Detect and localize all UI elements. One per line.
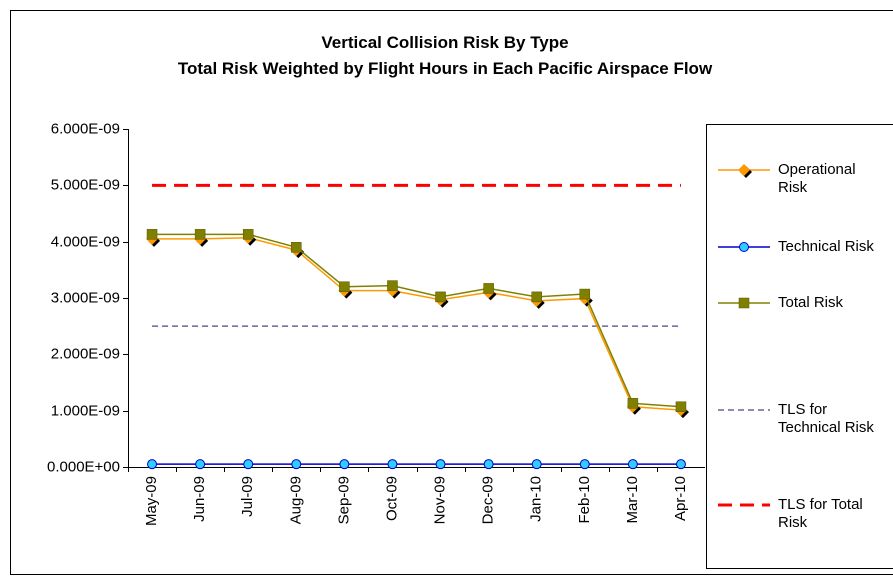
x-tick-label: Jan-10 — [528, 476, 545, 522]
marker — [435, 291, 446, 303]
legend-marker — [738, 164, 750, 176]
legend-label: Total Risk — [778, 294, 844, 311]
marker — [627, 398, 639, 409]
x-tick-label: Dec-09 — [480, 476, 497, 524]
marker — [627, 459, 638, 470]
legend-box — [706, 124, 893, 569]
marker — [579, 459, 590, 470]
marker — [242, 229, 254, 240]
x-tick-label: Mar-10 — [624, 476, 641, 524]
marker — [147, 459, 158, 470]
series-line — [152, 233, 682, 408]
y-tick-label: 1.000E-09 — [51, 402, 120, 419]
y-tick-label: 4.000E-09 — [51, 233, 120, 250]
marker — [195, 459, 206, 470]
y-tick-label: 6.000E-09 — [51, 120, 120, 137]
chart-subtitle: Total Risk Weighted by Flight Hours in E… — [177, 59, 713, 78]
marker — [531, 459, 542, 470]
y-tick-label: 0.000E+00 — [47, 458, 120, 475]
x-tick-label: Feb-10 — [576, 476, 593, 524]
marker — [291, 459, 302, 470]
marker — [387, 280, 398, 291]
marker — [291, 242, 302, 253]
legend-label: TLS for Technical Risk — [778, 401, 874, 436]
y-tick-label: 5.000E-09 — [51, 176, 120, 193]
marker — [483, 459, 494, 470]
marker — [243, 459, 254, 470]
marker — [339, 459, 350, 470]
x-tick-label: Apr-10 — [672, 476, 689, 521]
legend-marker — [739, 242, 749, 252]
legend-label: TLS for Total Risk — [778, 496, 863, 531]
marker — [483, 283, 494, 294]
x-tick-label: Jun-09 — [191, 476, 208, 522]
x-tick-label: Jul-09 — [239, 476, 256, 517]
y-tick-label: 2.000E-09 — [51, 345, 120, 362]
title-block: Vertical Collision Risk By Type Total Ri… — [120, 30, 770, 82]
marker — [387, 459, 398, 470]
legend-marker — [738, 297, 750, 309]
marker — [531, 291, 542, 303]
marker — [675, 401, 687, 412]
marker — [339, 281, 350, 292]
x-tick-label: Oct-09 — [383, 476, 400, 521]
chart-title: Vertical Collision Risk By Type — [321, 33, 569, 52]
marker — [194, 229, 206, 240]
x-tick-label: May-09 — [143, 476, 160, 526]
x-tick-label: Aug-09 — [287, 476, 304, 524]
x-tick-label: Sep-09 — [335, 476, 352, 524]
series-line — [152, 236, 682, 411]
legend-label: Operational Risk — [778, 161, 856, 196]
marker — [435, 459, 446, 470]
marker — [579, 288, 591, 300]
legend-label: Technical Risk — [778, 238, 874, 255]
marker — [675, 459, 686, 470]
marker — [146, 229, 158, 240]
y-tick-label: 3.000E-09 — [51, 289, 120, 306]
x-tick-label: Nov-09 — [432, 476, 449, 524]
chart-border — [10, 10, 893, 575]
